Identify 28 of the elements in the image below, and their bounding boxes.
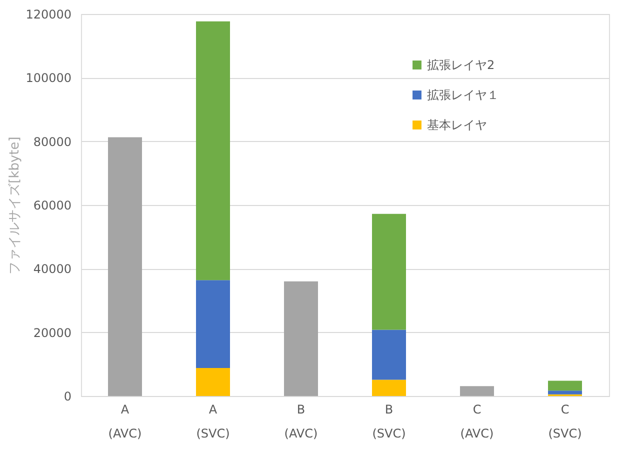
bar bbox=[284, 281, 318, 396]
legend-label: 拡張レイヤ１ bbox=[427, 88, 499, 102]
x-tick-label: C (SVC) bbox=[548, 402, 582, 440]
bar bbox=[196, 280, 230, 368]
y-tick-label: 80000 bbox=[33, 134, 72, 149]
y-tick-label: 40000 bbox=[33, 262, 72, 276]
y-axis-title: ファイルサイズ[kbyte] bbox=[8, 136, 23, 274]
x-tick-label: C (AVC) bbox=[460, 402, 494, 440]
y-tick-label: 60000 bbox=[33, 198, 72, 212]
bar bbox=[548, 390, 582, 394]
bar bbox=[548, 380, 582, 391]
y-tick-label: 0 bbox=[64, 390, 72, 404]
legend-label: 基本レイヤ bbox=[427, 118, 487, 132]
x-tick-label: A (SVC) bbox=[196, 402, 230, 440]
bar bbox=[372, 380, 406, 396]
y-tick-label: 120000 bbox=[26, 8, 72, 22]
x-tick-label: B (AVC) bbox=[284, 402, 318, 440]
bar bbox=[196, 21, 230, 280]
bar bbox=[460, 386, 494, 396]
bar bbox=[372, 214, 406, 330]
x-tick-label: A (AVC) bbox=[108, 402, 142, 440]
legend-label: 拡張レイヤ2 bbox=[427, 58, 495, 72]
x-tick-label: B (SVC) bbox=[372, 402, 406, 440]
y-tick-label: 20000 bbox=[33, 326, 72, 340]
y-tick-label: 100000 bbox=[26, 71, 72, 86]
bar bbox=[196, 368, 230, 396]
bar bbox=[372, 330, 406, 380]
bar bbox=[108, 137, 142, 396]
